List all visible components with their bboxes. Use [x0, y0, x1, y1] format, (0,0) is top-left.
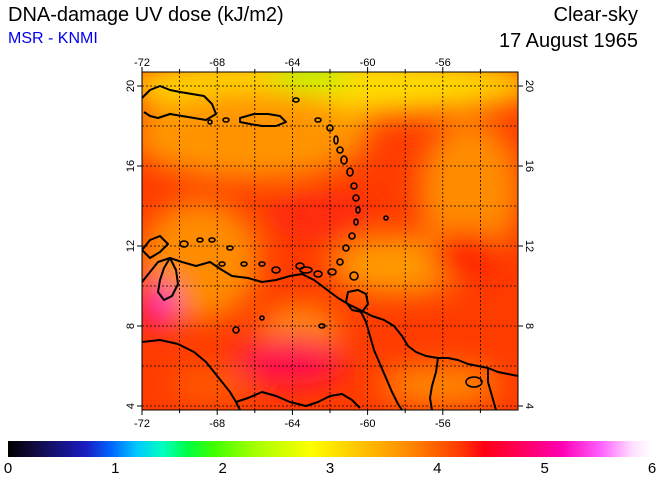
lat-labels-right: 20 16 12 8 4 [523, 80, 535, 409]
lon-tick-label: -64 [284, 418, 300, 430]
island-outline [348, 232, 356, 240]
island-outline [352, 194, 360, 202]
island-outline [349, 271, 359, 281]
puerto-rico-coast [239, 113, 287, 127]
lon-tick-label: -68 [209, 57, 225, 69]
colorbar-tick-label: 1 [111, 460, 120, 477]
colorbar-tick-label: 5 [540, 460, 549, 477]
coastlines [142, 85, 518, 410]
island-outline [336, 258, 344, 266]
lat-tick-label: 20 [125, 80, 137, 92]
island-outline [350, 182, 358, 190]
island-outline [259, 315, 265, 321]
map-title: DNA-damage UV dose (kJ/m2) [8, 4, 284, 26]
lon-labels-bottom: -72 -68 -64 -60 -56 [134, 418, 451, 430]
map-frame [137, 67, 523, 415]
lake-outline [465, 376, 483, 388]
colorbar-tick-label: 4 [433, 460, 442, 477]
map-date: 17 August 1965 [498, 30, 638, 52]
lat-tick-label: 20 [523, 80, 535, 92]
lon-tick-label: -56 [435, 57, 451, 69]
lat-tick-label: 16 [125, 160, 137, 172]
lat-tick-label: 4 [125, 403, 137, 409]
island-outline [222, 117, 230, 123]
guyana-border [359, 309, 403, 410]
colorbar-tick-label: 3 [325, 460, 335, 477]
island-outline [292, 97, 300, 103]
lat-tick-label: 12 [125, 240, 137, 252]
lat-tick-label: 4 [523, 403, 535, 409]
lon-tick-label: -60 [360, 57, 376, 69]
uv-colorbar [8, 441, 652, 457]
island-outline [258, 261, 266, 267]
island-outline [355, 206, 361, 214]
island-outline [383, 215, 389, 221]
island-outline [232, 326, 240, 334]
island-outline [299, 266, 313, 274]
suriname-guiana-border [487, 368, 497, 410]
island-outline [196, 237, 204, 243]
lat-tick-label: 8 [523, 323, 535, 329]
island-outline [314, 117, 322, 123]
island-outline [342, 244, 350, 252]
island-outline [333, 135, 339, 145]
island-outline [240, 261, 248, 267]
lat-labels-left: 20 16 12 8 4 [125, 80, 137, 409]
lon-labels-top: -72 -68 -64 -60 -56 [134, 57, 451, 69]
island-outline [271, 266, 281, 274]
island-outline [346, 167, 354, 177]
island-outline [208, 237, 216, 243]
venezuela-colombia-border [142, 339, 241, 410]
lon-tick-label: -64 [284, 57, 300, 69]
island-outline [353, 218, 359, 226]
colorbar-tick-label: 2 [218, 460, 227, 477]
graticule [142, 72, 518, 410]
lon-tick-label: -56 [435, 418, 451, 430]
lon-tick-label: -68 [209, 418, 225, 430]
map-source: MSR - KNMI [8, 30, 98, 47]
lon-tick-label: -60 [360, 418, 376, 430]
colorbar-tick-label: 6 [647, 460, 657, 477]
sky-condition: Clear-sky [553, 4, 638, 26]
island-outline [313, 270, 323, 278]
colorbar-tick-label: 0 [3, 460, 13, 477]
island-outline [340, 155, 348, 165]
island-outline [327, 268, 337, 276]
lat-tick-label: 8 [125, 323, 137, 329]
south-america-coast [142, 257, 518, 377]
island-outline [336, 146, 344, 154]
lake-maracaibo [157, 257, 179, 301]
island-coastlines [179, 97, 483, 388]
guyana-suriname-border [429, 357, 439, 410]
island-outline [218, 261, 226, 267]
island-outline [207, 119, 213, 125]
lat-tick-label: 16 [523, 160, 535, 172]
lat-tick-label: 12 [523, 240, 535, 252]
guajira-peninsula [142, 235, 169, 259]
lon-tick-label: -72 [134, 57, 150, 69]
trinidad-coast [345, 289, 369, 313]
hispaniola-coast [142, 85, 217, 121]
lon-tick-label: -72 [134, 418, 150, 430]
